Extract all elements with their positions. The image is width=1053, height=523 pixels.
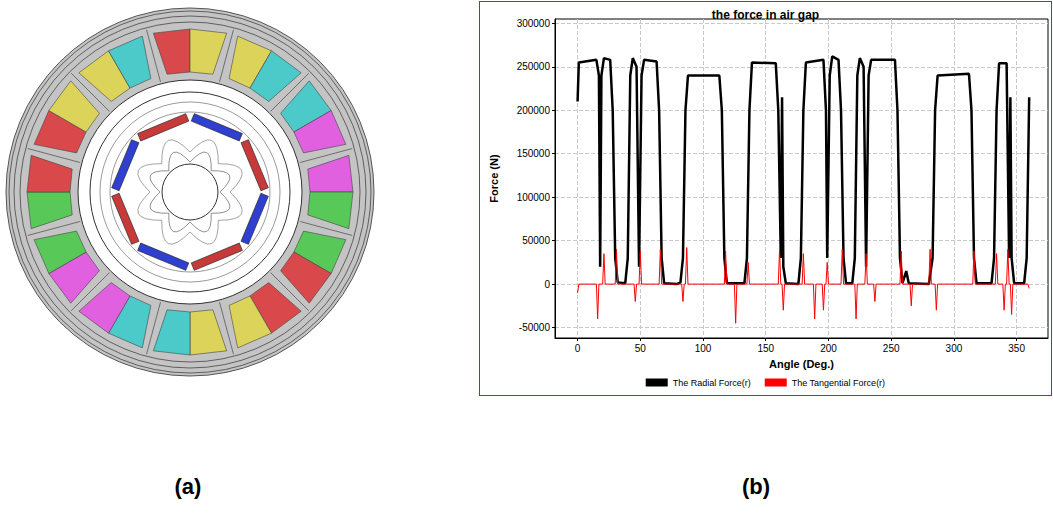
- svg-text:50000: 50000: [522, 235, 550, 246]
- svg-text:50: 50: [635, 343, 647, 354]
- html-text:(a): (a): [174, 474, 202, 499]
- svg-text:The Radial Force(r): The Radial Force(r): [673, 378, 751, 388]
- svg-text:Force (N): Force (N): [488, 154, 500, 203]
- svg-text:Angle (Deg.): Angle (Deg.): [769, 358, 834, 370]
- svg-text:150: 150: [757, 343, 774, 354]
- svg-text:-50000: -50000: [519, 322, 551, 333]
- svg-text:200000: 200000: [517, 105, 551, 116]
- svg-text:100: 100: [695, 343, 712, 354]
- svg-text:150000: 150000: [517, 148, 551, 159]
- svg-text:100000: 100000: [517, 192, 551, 203]
- svg-text:300000: 300000: [517, 18, 551, 29]
- svg-text:250: 250: [883, 343, 900, 354]
- svg-text:The Tangential Force(r): The Tangential Force(r): [792, 378, 885, 388]
- html-text:(b): (b): [742, 474, 770, 499]
- svg-text:300: 300: [946, 343, 963, 354]
- svg-text:0: 0: [544, 279, 550, 290]
- svg-text:200: 200: [820, 343, 837, 354]
- svg-text:350: 350: [1008, 343, 1025, 354]
- svg-text:250000: 250000: [517, 61, 551, 72]
- svg-text:0: 0: [575, 343, 581, 354]
- svg-text:the force in air gap: the force in air gap: [712, 8, 819, 22]
